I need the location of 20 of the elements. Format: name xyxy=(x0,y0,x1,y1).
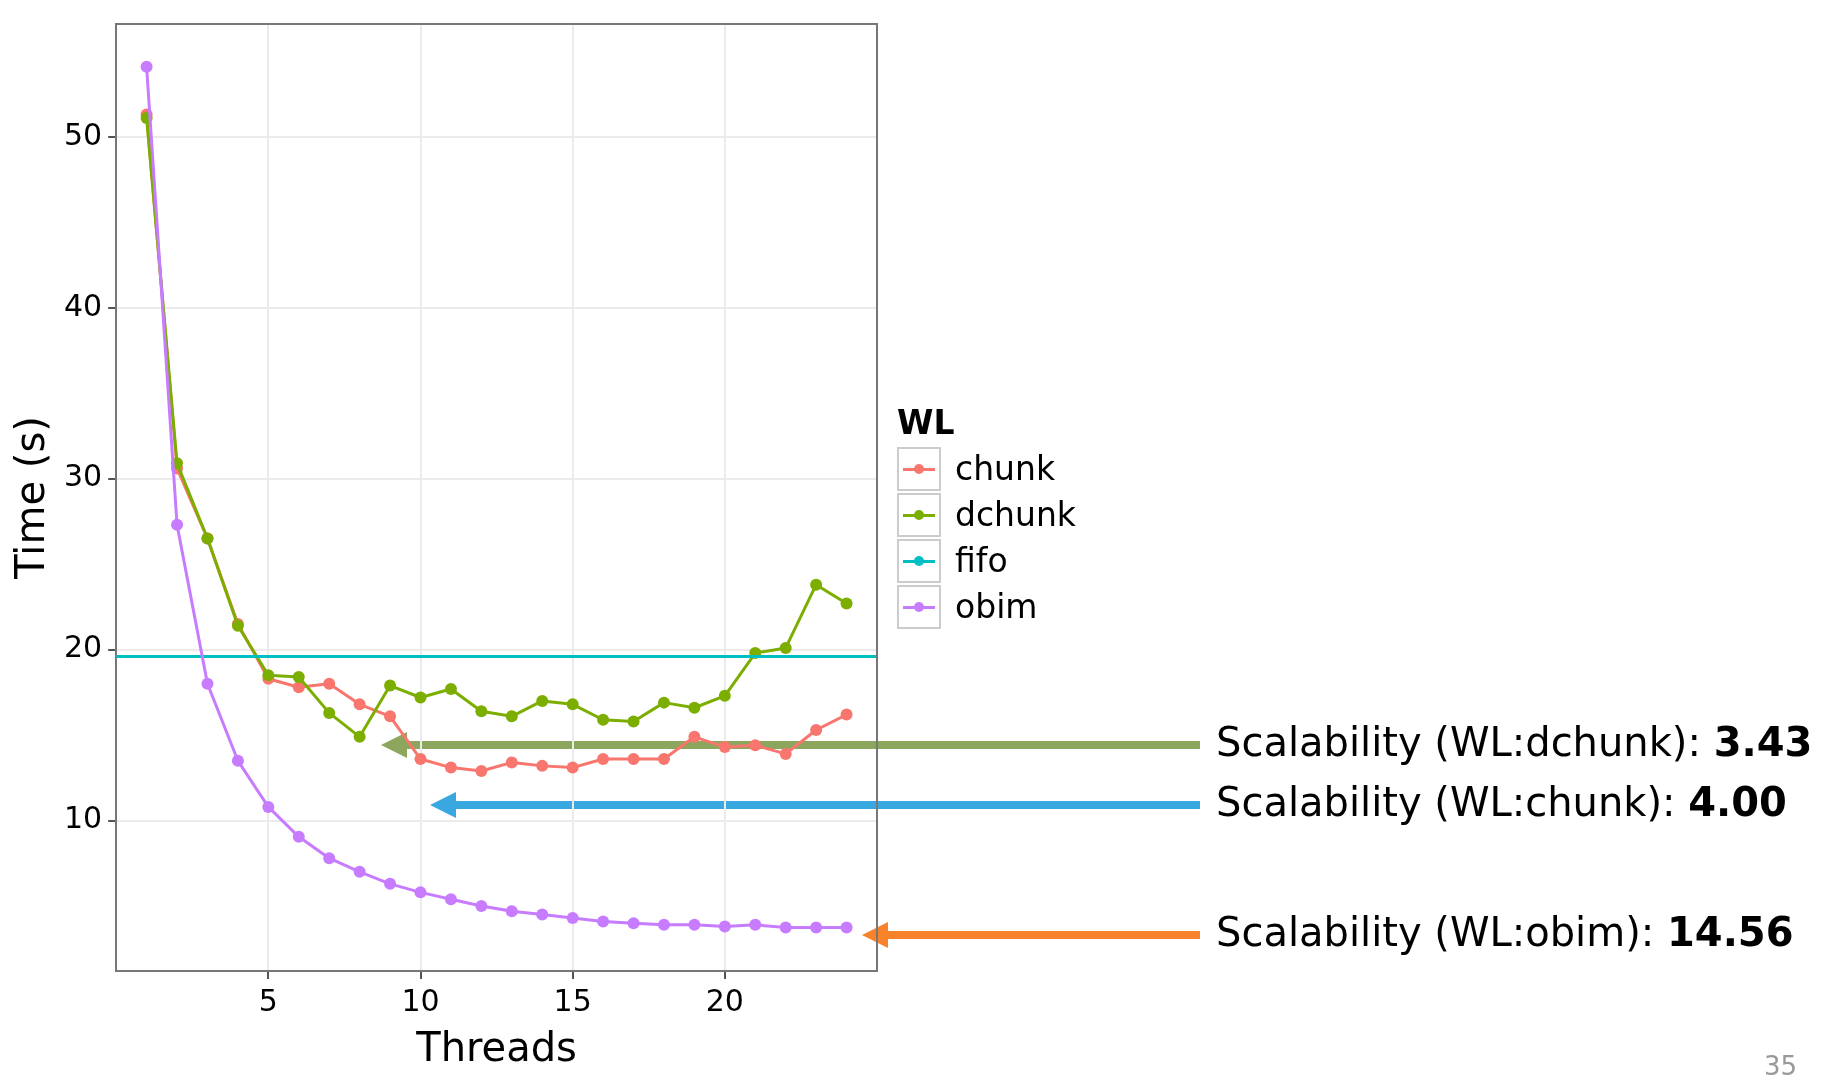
legend-label: chunk xyxy=(955,449,1055,489)
y-tick-label: 50 xyxy=(63,116,103,152)
legend-label: obim xyxy=(955,587,1038,627)
legend-label: fifo xyxy=(955,541,1008,581)
text: 35 xyxy=(1763,1051,1797,1081)
y-tick-label: 30 xyxy=(63,458,103,494)
text: Scalability (WL:chunk): 4.00 xyxy=(1216,779,1787,825)
y-tick-label: 10 xyxy=(63,800,103,836)
x-tick-label: 10 xyxy=(401,982,440,1018)
x-axis-title: Threads xyxy=(415,1024,577,1071)
legend-label: dchunk xyxy=(955,495,1076,535)
y-tick-label: 20 xyxy=(63,629,103,665)
text: Scalability (WL:dchunk): 3.43 xyxy=(1216,719,1813,765)
legend-title: WL xyxy=(897,402,956,442)
x-tick-label: 20 xyxy=(705,982,744,1018)
y-axis-title: Time (s) xyxy=(7,416,54,580)
text: Scalability (WL:obim): 14.56 xyxy=(1216,909,1794,955)
x-tick-label: 5 xyxy=(258,982,278,1018)
y-tick-label: 40 xyxy=(63,287,103,323)
x-tick-label: 15 xyxy=(553,982,592,1018)
